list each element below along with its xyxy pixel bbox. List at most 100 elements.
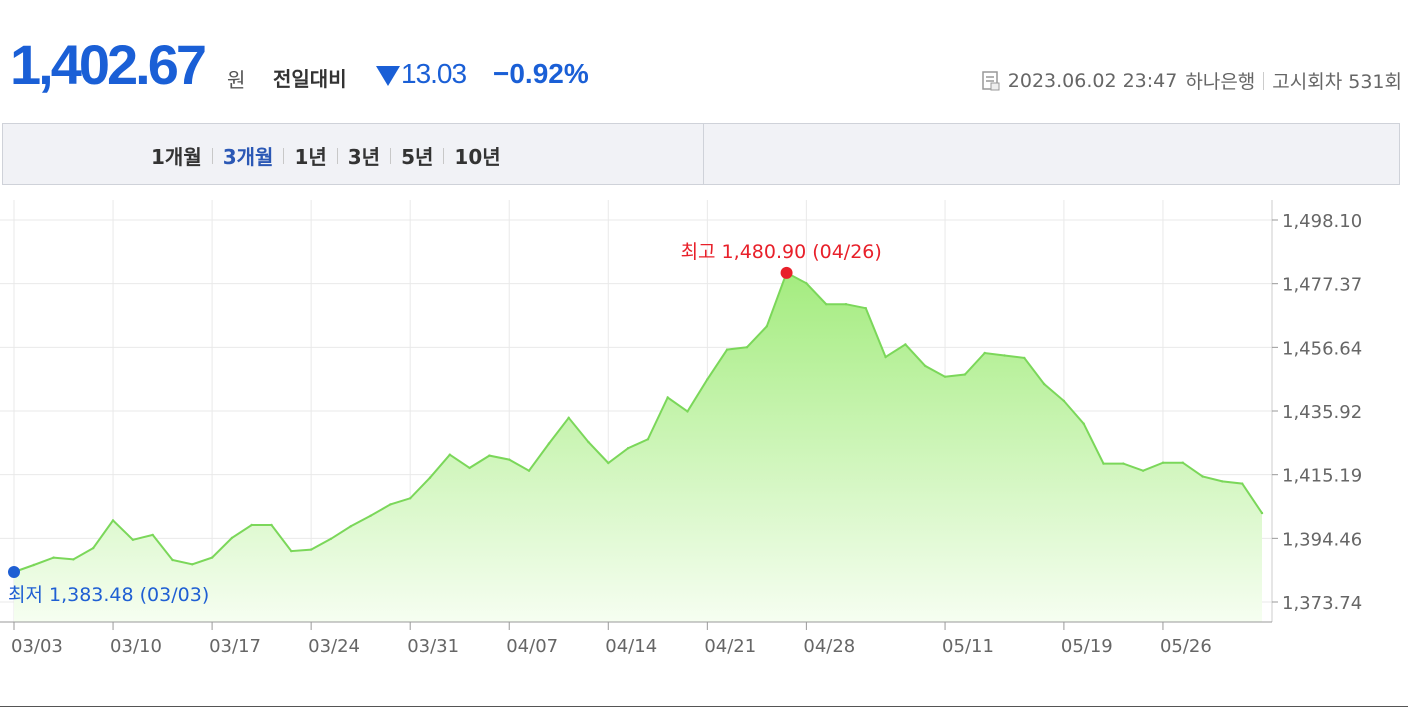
data-point	[250, 523, 253, 527]
data-point	[1122, 462, 1125, 465]
data-point	[864, 307, 867, 310]
data-point	[725, 348, 729, 351]
tab-period-3[interactable]: 3년	[347, 145, 381, 169]
update-datetime: 2023.06.02 23:47	[1007, 69, 1178, 92]
chart-annotations: 최고 1,480.90 (04/26) 최저 1,383.48 (03/03)	[8, 241, 882, 606]
x-tick-label: 04/21	[704, 636, 756, 657]
data-point	[1241, 482, 1244, 485]
data-point	[1042, 382, 1046, 386]
data-point	[448, 453, 451, 456]
data-point	[369, 514, 372, 517]
x-tick-label: 05/11	[942, 636, 994, 657]
data-point	[745, 346, 749, 349]
data-point	[825, 303, 828, 306]
y-tick-label: 1,415.19	[1282, 466, 1362, 487]
down-arrow-icon	[376, 66, 400, 86]
chart-area	[12, 271, 1264, 622]
tab-separator	[443, 147, 445, 164]
tab-separator	[283, 147, 285, 164]
tab-period-2[interactable]: 1년	[294, 145, 327, 169]
area-fill	[14, 272, 1262, 622]
x-axis: 03/03 03/10 03/17 03/24 03/31 04/07 04/14 04/21…	[0, 621, 1272, 657]
data-point	[508, 458, 511, 461]
data-point	[92, 546, 95, 550]
current-price: 1,402.67	[10, 33, 207, 96]
data-point	[1062, 399, 1066, 403]
data-point	[884, 355, 887, 359]
data-point	[131, 538, 135, 541]
data-point	[805, 282, 808, 285]
x-tick-label: 03/24	[308, 636, 360, 657]
tab-period-4[interactable]: 5년	[401, 145, 434, 169]
min-point-marker	[8, 566, 20, 579]
tab-separator	[390, 147, 392, 164]
bank-name: 하나은행	[1185, 71, 1256, 93]
min-annotation-label: 최저 1,383.48 (03/03)	[8, 584, 209, 606]
data-point	[488, 454, 491, 457]
data-point	[924, 364, 927, 368]
data-point	[1181, 461, 1185, 464]
tab-bar-divider	[703, 124, 704, 184]
data-point	[210, 556, 214, 559]
data-point	[666, 396, 669, 399]
tab-period-5[interactable]: 10년	[454, 145, 501, 169]
data-point	[1003, 354, 1006, 357]
exchange-rate-chart: 1,498.10 1,477.37 1,456.64 1,435.92 1,415.19…	[0, 200, 1362, 657]
data-point	[409, 497, 412, 500]
data-point	[32, 563, 35, 567]
x-tick-label: 04/07	[506, 636, 558, 657]
data-point	[309, 548, 313, 551]
change-value: 13.03	[401, 58, 467, 89]
max-annotation-label: 최고 1,480.90 (04/26)	[681, 241, 882, 263]
y-tick-label: 1,477.37	[1282, 275, 1362, 296]
data-point	[329, 537, 333, 540]
x-tick-label: 03/31	[407, 636, 459, 657]
y-tick-label: 1,498.10	[1282, 211, 1362, 232]
data-point	[686, 410, 689, 413]
price-unit: 원	[227, 68, 246, 92]
data-point	[1161, 461, 1165, 464]
notice-round: 고시회차 531회	[1272, 71, 1402, 93]
change-percent: −0.92%	[493, 58, 589, 89]
max-point-marker	[780, 266, 793, 279]
data-point	[428, 476, 432, 479]
data-point	[983, 351, 986, 355]
tab-period-1[interactable]: 3개월	[222, 145, 274, 169]
meta-divider	[1263, 71, 1265, 90]
tab-period-0[interactable]: 1개월	[151, 145, 202, 169]
data-point	[468, 466, 471, 470]
data-point	[1023, 356, 1026, 360]
data-point	[1260, 511, 1264, 515]
data-point	[72, 558, 75, 561]
tab-separator	[211, 147, 213, 164]
data-point	[230, 536, 234, 540]
period-tab-bar: 1개월 3개월 1년 3년 5년 10년	[2, 123, 1400, 185]
change-label: 전일대비	[273, 67, 347, 91]
price-meta: 2023.06.02 23:47 하나은행 고시회차 531회	[982, 67, 1402, 94]
data-point	[290, 549, 293, 553]
x-tick-label: 03/10	[110, 636, 162, 657]
x-tick-label: 03/03	[11, 636, 63, 657]
data-point	[349, 525, 352, 528]
data-point	[646, 438, 650, 441]
data-point	[52, 556, 55, 559]
y-axis: 1,498.10 1,477.37 1,456.64 1,435.92 1,415.19…	[1271, 200, 1362, 622]
y-tick-label: 1,435.92	[1282, 402, 1362, 423]
x-tick-label: 03/17	[209, 636, 261, 657]
y-tick-label: 1,456.64	[1282, 338, 1362, 359]
data-point	[706, 378, 709, 381]
bottom-divider	[0, 706, 1408, 707]
x-tick-label: 04/14	[605, 636, 657, 657]
data-point	[587, 440, 590, 444]
data-point	[765, 325, 768, 328]
data-point	[607, 461, 610, 465]
data-point	[904, 343, 907, 346]
x-tick-label: 05/19	[1061, 636, 1113, 657]
data-point	[1201, 475, 1204, 478]
data-point	[1102, 462, 1105, 465]
data-point	[963, 373, 967, 376]
y-tick-label: 1,394.46	[1282, 529, 1362, 550]
data-point	[1141, 469, 1145, 472]
document-icon	[982, 70, 1000, 90]
tab-separator	[336, 147, 338, 164]
